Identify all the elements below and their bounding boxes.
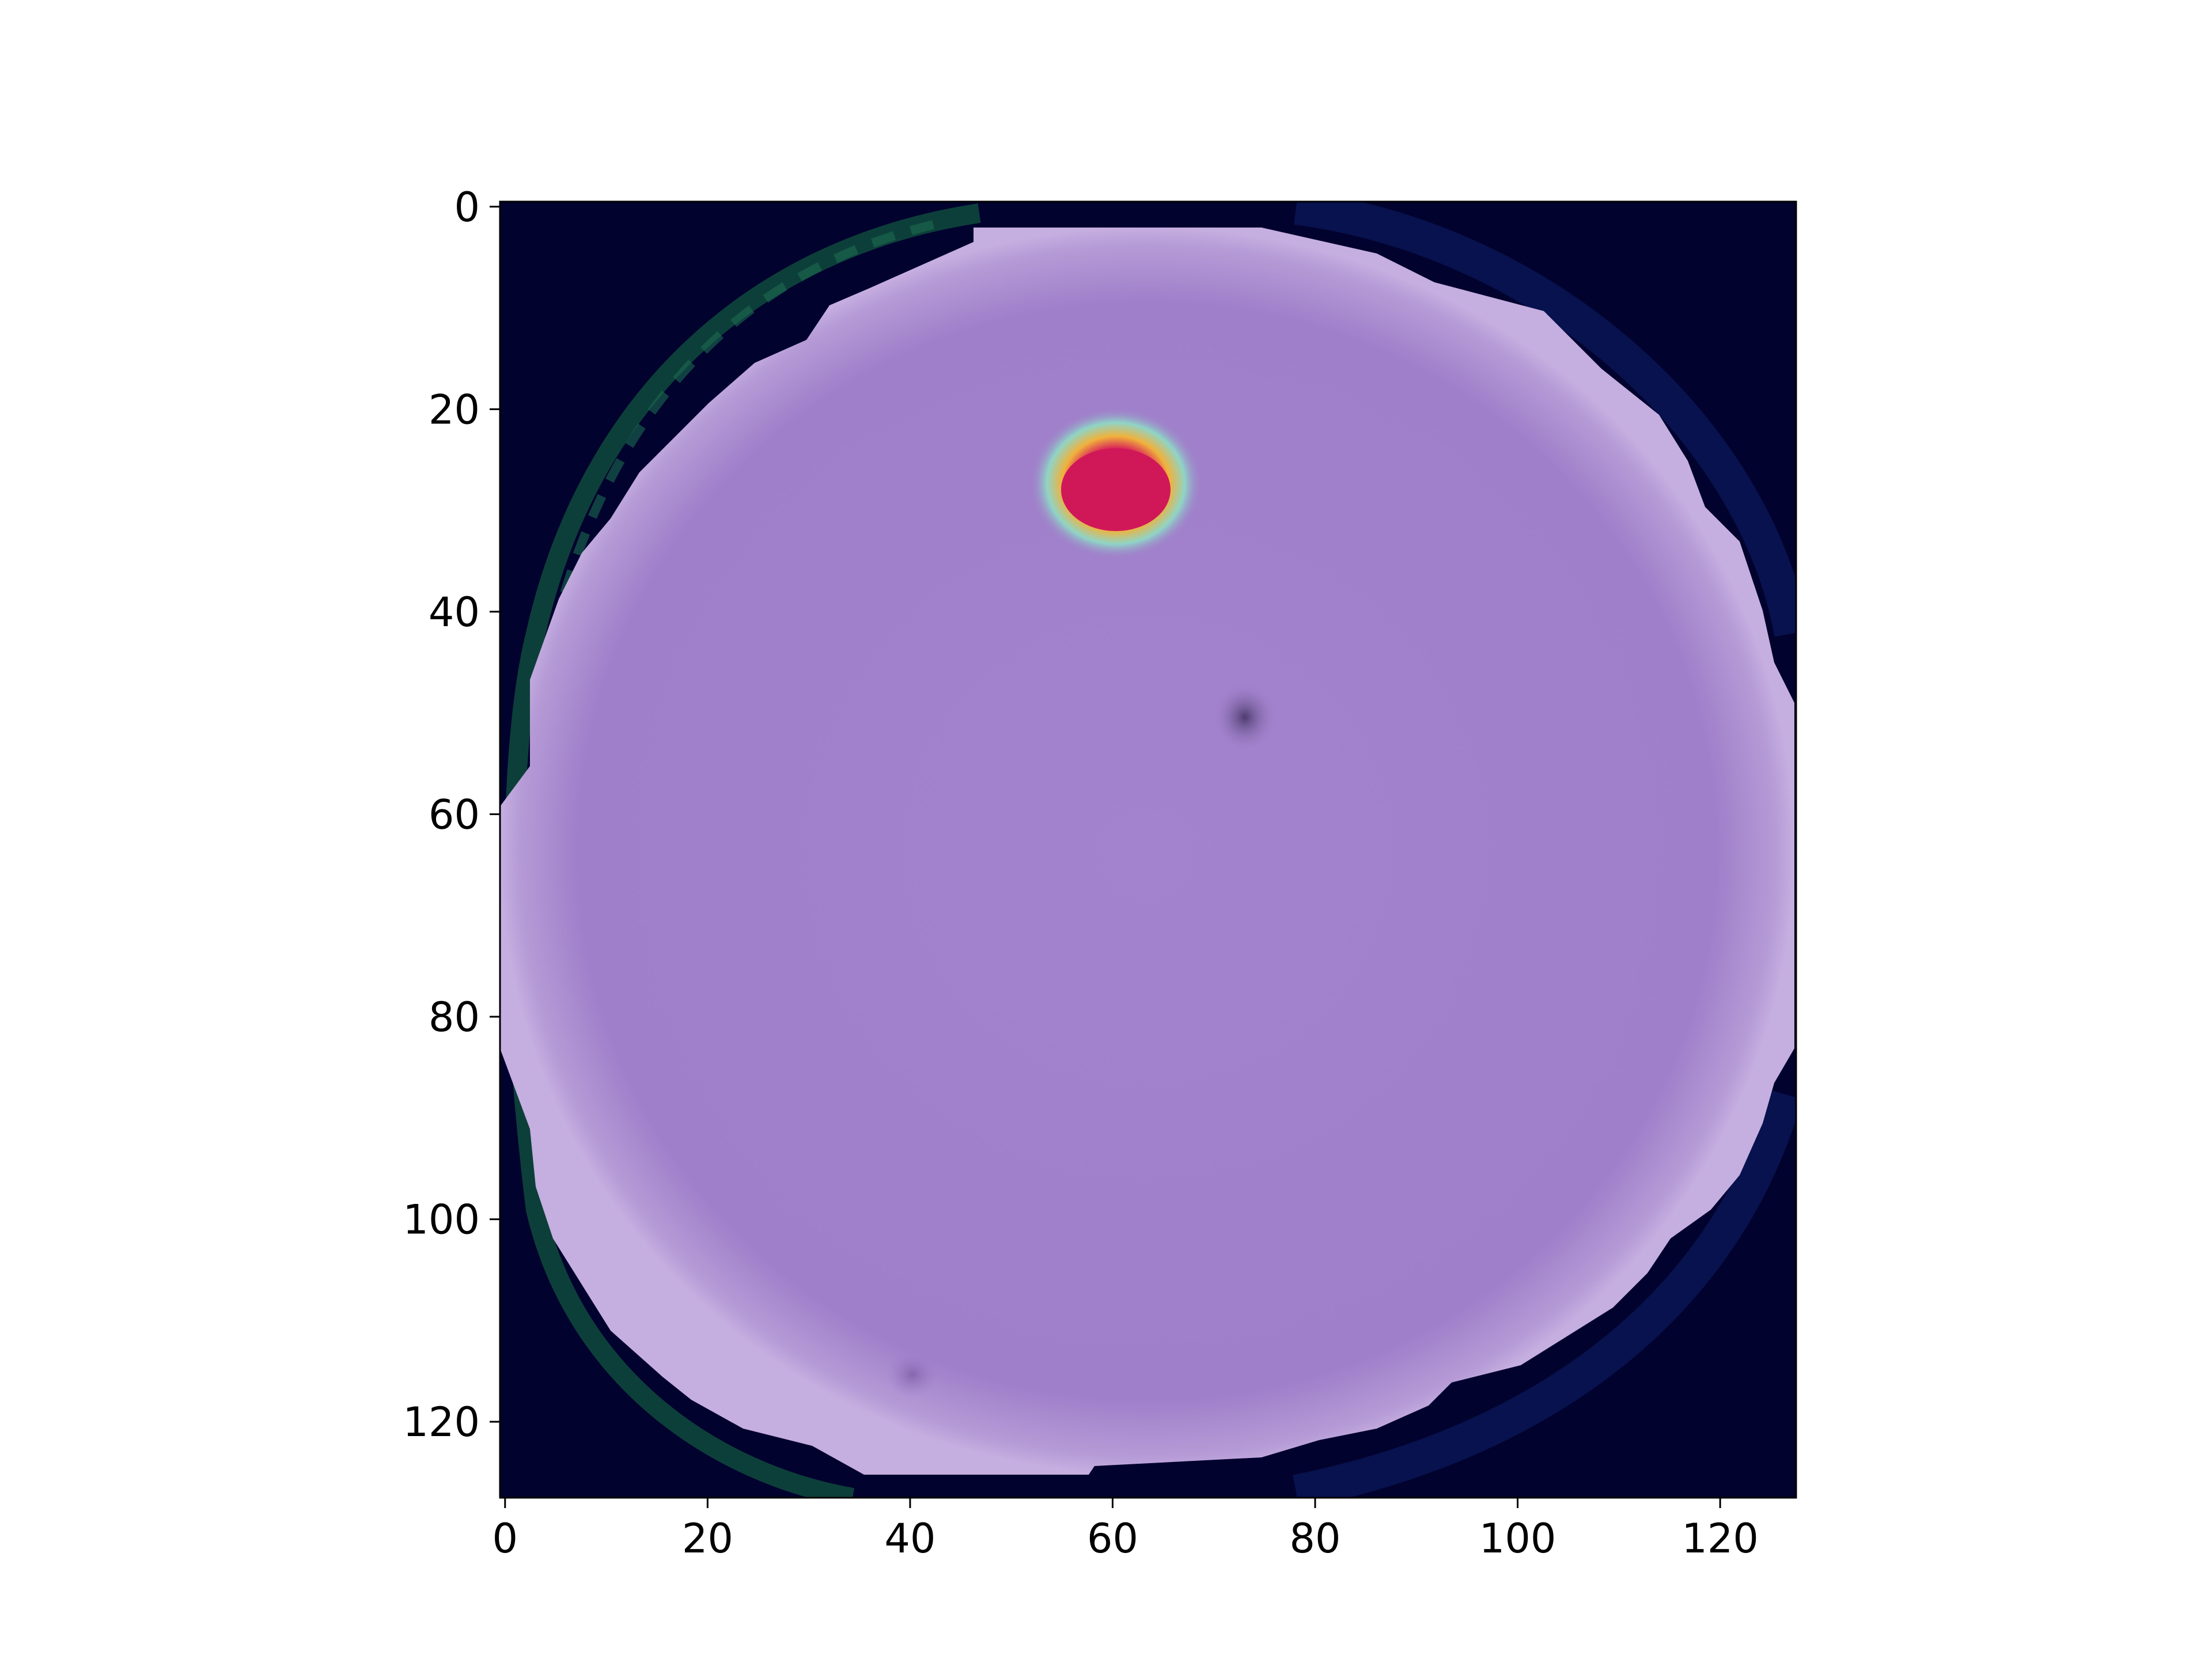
x-tick-label: 120 [1681,1515,1759,1562]
y-tick-label: 100 [403,1196,480,1244]
y-tick-label: 0 [454,184,480,231]
faint-spot [887,1351,938,1397]
heatmap-hotspot-core [1061,448,1171,531]
y-tick-label: 80 [429,994,480,1041]
y-tick-label: 120 [403,1399,480,1446]
x-tick-label: 20 [682,1515,733,1562]
right-halo-ring [1293,202,1796,1498]
x-axis-ticks: 0 20 40 60 80 100 120 [493,1498,1759,1562]
left-halo-ring-inner [543,220,934,664]
x-tick-label: 80 [1290,1515,1341,1562]
y-tick-label: 40 [429,589,480,636]
red-blood-cell [500,228,1794,1475]
y-tick-label: 20 [429,386,480,433]
x-tick-label: 100 [1479,1515,1556,1562]
x-tick-label: 60 [1087,1515,1138,1562]
x-tick-label: 0 [493,1515,518,1562]
axes-frame [499,200,1797,1499]
y-tick-label: 60 [429,791,480,838]
image-area [500,202,1796,1498]
dark-spot [1213,683,1277,752]
y-axis-ticks: 0 20 40 60 80 100 120 [403,184,500,1446]
x-tick-label: 40 [884,1515,935,1562]
